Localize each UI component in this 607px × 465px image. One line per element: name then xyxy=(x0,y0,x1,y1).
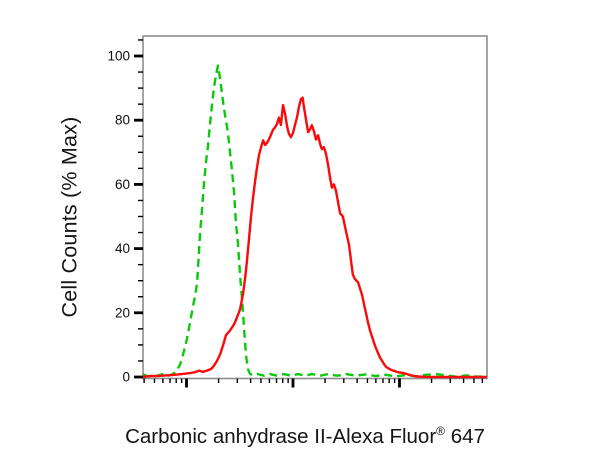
y-tick-label: 100 xyxy=(107,49,130,64)
y-tick-label: 20 xyxy=(115,305,130,320)
y-tick-label: 80 xyxy=(115,113,130,128)
x-axis-title-text: Carbonic anhydrase II-Alexa Fluor xyxy=(125,425,437,448)
plot-frame xyxy=(142,35,488,380)
red-solid-curve xyxy=(142,96,487,379)
y-tick-label: 60 xyxy=(115,177,130,192)
x-axis-title-suffix: 647 xyxy=(445,425,485,448)
green-dashed-curve xyxy=(142,64,488,379)
registered-trademark-symbol: ® xyxy=(436,424,446,439)
y-tick-label: 40 xyxy=(115,241,130,256)
y-tick-label: 0 xyxy=(122,370,130,385)
x-axis-title: Carbonic anhydrase II-Alexa Fluor® 647 xyxy=(125,425,485,449)
